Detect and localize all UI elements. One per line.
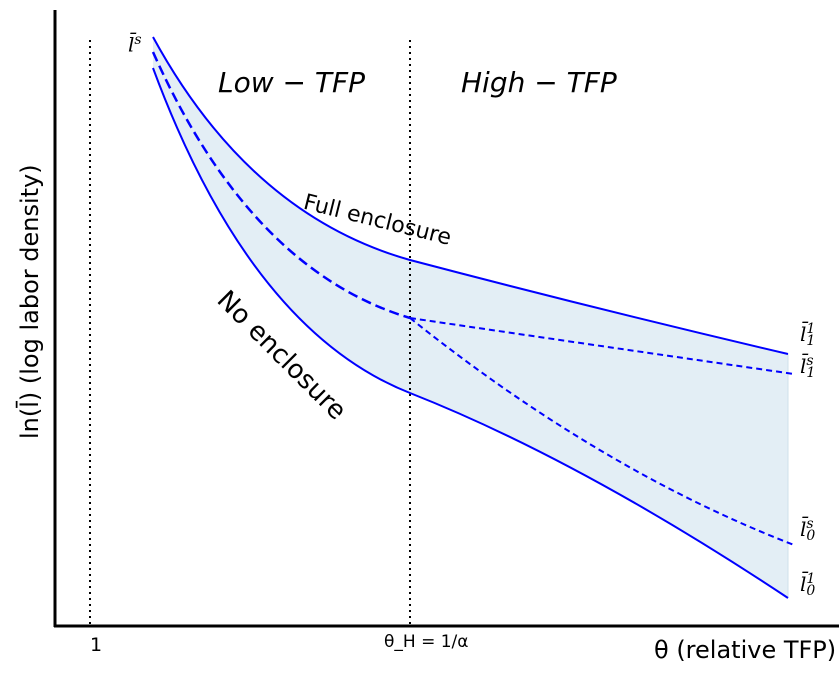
shaded-band bbox=[153, 37, 788, 598]
ls-branch-low bbox=[409, 317, 795, 546]
label-ls-top: l̄s bbox=[128, 32, 142, 57]
full-enclosure-curve bbox=[152, 36, 789, 355]
label-l1-1: l̄1 1 bbox=[800, 321, 816, 349]
x-axis-label: θ (relative TFP) bbox=[654, 636, 837, 664]
label-l1-0: l̄1 0 bbox=[800, 571, 816, 599]
region-high-tfp: High − TFP bbox=[461, 66, 617, 99]
label-ls-1: l̄s 1 bbox=[800, 353, 816, 381]
no-enclosure-curve bbox=[152, 67, 789, 599]
ls-branch-high bbox=[409, 317, 795, 375]
x-tick-theta-h: θ_H = 1/α bbox=[384, 632, 469, 652]
x-tick-1: 1 bbox=[90, 634, 103, 656]
ls-curve-low-tfp bbox=[151, 51, 411, 320]
region-low-tfp: Low − TFP bbox=[218, 66, 365, 99]
label-ls-0: l̄s 0 bbox=[800, 516, 816, 544]
y-axis-label: ln(l̄) (log labor density) bbox=[16, 164, 44, 439]
